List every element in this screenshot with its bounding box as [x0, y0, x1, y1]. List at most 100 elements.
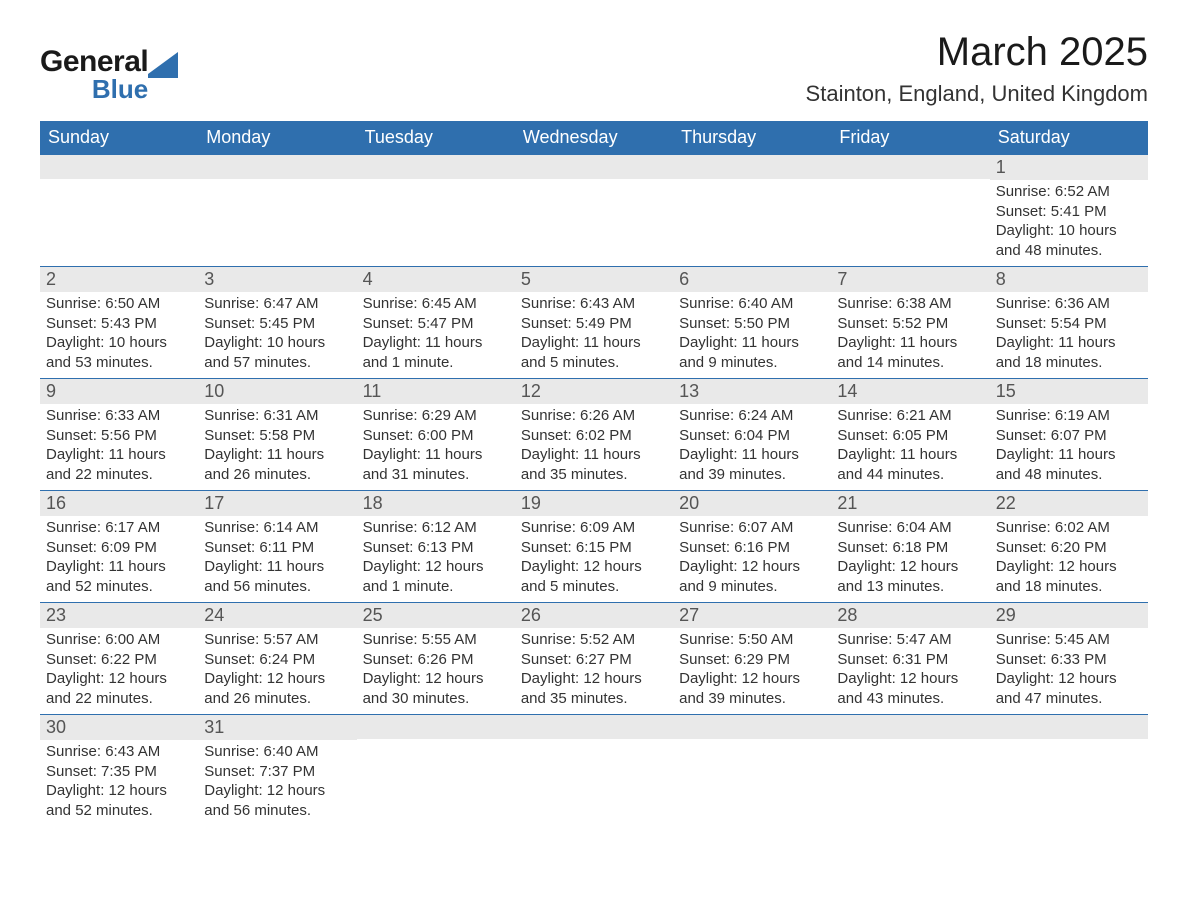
day-body: Sunrise: 6:33 AMSunset: 5:56 PMDaylight:…	[40, 404, 198, 490]
daylight-text: Daylight: 12 hours and 22 minutes.	[46, 669, 192, 708]
day-number-bar: 7	[831, 267, 989, 292]
sunrise-text: Sunrise: 5:55 AM	[363, 630, 509, 650]
day-number-bar: 27	[673, 603, 831, 628]
day-body: Sunrise: 6:00 AMSunset: 6:22 PMDaylight:…	[40, 628, 198, 714]
weekday-header: Wednesday	[515, 121, 673, 155]
calendar-cell: 17Sunrise: 6:14 AMSunset: 6:11 PMDayligh…	[198, 491, 356, 603]
daylight-text: Daylight: 10 hours and 53 minutes.	[46, 333, 192, 372]
sunrise-text: Sunrise: 6:31 AM	[204, 406, 350, 426]
sunset-text: Sunset: 6:27 PM	[521, 650, 667, 670]
calendar-cell: 21Sunrise: 6:04 AMSunset: 6:18 PMDayligh…	[831, 491, 989, 603]
day-body: Sunrise: 6:26 AMSunset: 6:02 PMDaylight:…	[515, 404, 673, 490]
sunrise-text: Sunrise: 6:21 AM	[837, 406, 983, 426]
daylight-text: Daylight: 11 hours and 31 minutes.	[363, 445, 509, 484]
sunset-text: Sunset: 7:35 PM	[46, 762, 192, 782]
sunrise-text: Sunrise: 6:26 AM	[521, 406, 667, 426]
day-body: Sunrise: 5:57 AMSunset: 6:24 PMDaylight:…	[198, 628, 356, 714]
day-body: Sunrise: 6:38 AMSunset: 5:52 PMDaylight:…	[831, 292, 989, 378]
calendar-cell	[831, 155, 989, 267]
daylight-text: Daylight: 12 hours and 9 minutes.	[679, 557, 825, 596]
sunset-text: Sunset: 5:56 PM	[46, 426, 192, 446]
sunset-text: Sunset: 6:16 PM	[679, 538, 825, 558]
sunrise-text: Sunrise: 6:24 AM	[679, 406, 825, 426]
weekday-header: Sunday	[40, 121, 198, 155]
day-body: Sunrise: 6:29 AMSunset: 6:00 PMDaylight:…	[357, 404, 515, 490]
calendar-row: 16Sunrise: 6:17 AMSunset: 6:09 PMDayligh…	[40, 491, 1148, 603]
day-number-bar	[515, 715, 673, 739]
day-body: Sunrise: 6:31 AMSunset: 5:58 PMDaylight:…	[198, 404, 356, 490]
day-number-bar: 1	[990, 155, 1148, 180]
calendar-cell: 16Sunrise: 6:17 AMSunset: 6:09 PMDayligh…	[40, 491, 198, 603]
daylight-text: Daylight: 11 hours and 18 minutes.	[996, 333, 1142, 372]
calendar-cell	[357, 715, 515, 827]
day-number-bar: 29	[990, 603, 1148, 628]
daylight-text: Daylight: 12 hours and 39 minutes.	[679, 669, 825, 708]
day-body	[515, 739, 673, 747]
day-body: Sunrise: 6:47 AMSunset: 5:45 PMDaylight:…	[198, 292, 356, 378]
sunset-text: Sunset: 5:54 PM	[996, 314, 1142, 334]
sunrise-text: Sunrise: 6:40 AM	[204, 742, 350, 762]
daylight-text: Daylight: 12 hours and 47 minutes.	[996, 669, 1142, 708]
day-body	[831, 179, 989, 187]
day-number-bar	[40, 155, 198, 179]
day-body: Sunrise: 5:50 AMSunset: 6:29 PMDaylight:…	[673, 628, 831, 714]
calendar-cell: 25Sunrise: 5:55 AMSunset: 6:26 PMDayligh…	[357, 603, 515, 715]
title-block: March 2025 Stainton, England, United Kin…	[806, 30, 1148, 107]
calendar-table: SundayMondayTuesdayWednesdayThursdayFrid…	[40, 121, 1148, 826]
calendar-cell	[40, 155, 198, 267]
sunrise-text: Sunrise: 6:04 AM	[837, 518, 983, 538]
calendar-row: 1Sunrise: 6:52 AMSunset: 5:41 PMDaylight…	[40, 155, 1148, 267]
day-number-bar: 21	[831, 491, 989, 516]
weekday-header: Saturday	[990, 121, 1148, 155]
calendar-cell: 13Sunrise: 6:24 AMSunset: 6:04 PMDayligh…	[673, 379, 831, 491]
day-number-bar: 19	[515, 491, 673, 516]
day-body: Sunrise: 5:45 AMSunset: 6:33 PMDaylight:…	[990, 628, 1148, 714]
calendar-row: 2Sunrise: 6:50 AMSunset: 5:43 PMDaylight…	[40, 267, 1148, 379]
sunset-text: Sunset: 5:49 PM	[521, 314, 667, 334]
day-number-bar: 26	[515, 603, 673, 628]
day-body	[357, 739, 515, 747]
sunset-text: Sunset: 5:47 PM	[363, 314, 509, 334]
sunrise-text: Sunrise: 6:43 AM	[46, 742, 192, 762]
sunset-text: Sunset: 6:07 PM	[996, 426, 1142, 446]
day-number-bar: 2	[40, 267, 198, 292]
day-number-bar: 24	[198, 603, 356, 628]
sunrise-text: Sunrise: 6:09 AM	[521, 518, 667, 538]
day-body: Sunrise: 6:52 AMSunset: 5:41 PMDaylight:…	[990, 180, 1148, 266]
sunset-text: Sunset: 5:52 PM	[837, 314, 983, 334]
sunset-text: Sunset: 6:33 PM	[996, 650, 1142, 670]
day-number-bar: 28	[831, 603, 989, 628]
logo: General Blue	[40, 30, 178, 101]
day-number-bar	[357, 155, 515, 179]
weekday-header: Tuesday	[357, 121, 515, 155]
day-body: Sunrise: 6:45 AMSunset: 5:47 PMDaylight:…	[357, 292, 515, 378]
daylight-text: Daylight: 11 hours and 22 minutes.	[46, 445, 192, 484]
calendar-cell	[831, 715, 989, 827]
day-body: Sunrise: 6:17 AMSunset: 6:09 PMDaylight:…	[40, 516, 198, 602]
daylight-text: Daylight: 12 hours and 5 minutes.	[521, 557, 667, 596]
day-body: Sunrise: 6:09 AMSunset: 6:15 PMDaylight:…	[515, 516, 673, 602]
day-body: Sunrise: 5:47 AMSunset: 6:31 PMDaylight:…	[831, 628, 989, 714]
sunset-text: Sunset: 6:24 PM	[204, 650, 350, 670]
sunset-text: Sunset: 6:11 PM	[204, 538, 350, 558]
day-number-bar	[673, 155, 831, 179]
calendar-cell: 3Sunrise: 6:47 AMSunset: 5:45 PMDaylight…	[198, 267, 356, 379]
calendar-cell: 22Sunrise: 6:02 AMSunset: 6:20 PMDayligh…	[990, 491, 1148, 603]
day-body: Sunrise: 6:36 AMSunset: 5:54 PMDaylight:…	[990, 292, 1148, 378]
sunset-text: Sunset: 7:37 PM	[204, 762, 350, 782]
sunset-text: Sunset: 5:41 PM	[996, 202, 1142, 222]
location-subtitle: Stainton, England, United Kingdom	[806, 81, 1148, 107]
sunset-text: Sunset: 6:29 PM	[679, 650, 825, 670]
weekday-header: Thursday	[673, 121, 831, 155]
day-body	[515, 179, 673, 187]
sunrise-text: Sunrise: 6:50 AM	[46, 294, 192, 314]
sunrise-text: Sunrise: 6:38 AM	[837, 294, 983, 314]
day-body: Sunrise: 6:04 AMSunset: 6:18 PMDaylight:…	[831, 516, 989, 602]
calendar-cell: 20Sunrise: 6:07 AMSunset: 6:16 PMDayligh…	[673, 491, 831, 603]
sunset-text: Sunset: 6:09 PM	[46, 538, 192, 558]
calendar-cell: 29Sunrise: 5:45 AMSunset: 6:33 PMDayligh…	[990, 603, 1148, 715]
calendar-cell: 28Sunrise: 5:47 AMSunset: 6:31 PMDayligh…	[831, 603, 989, 715]
day-number-bar: 8	[990, 267, 1148, 292]
daylight-text: Daylight: 11 hours and 56 minutes.	[204, 557, 350, 596]
day-body: Sunrise: 6:43 AMSunset: 7:35 PMDaylight:…	[40, 740, 198, 826]
